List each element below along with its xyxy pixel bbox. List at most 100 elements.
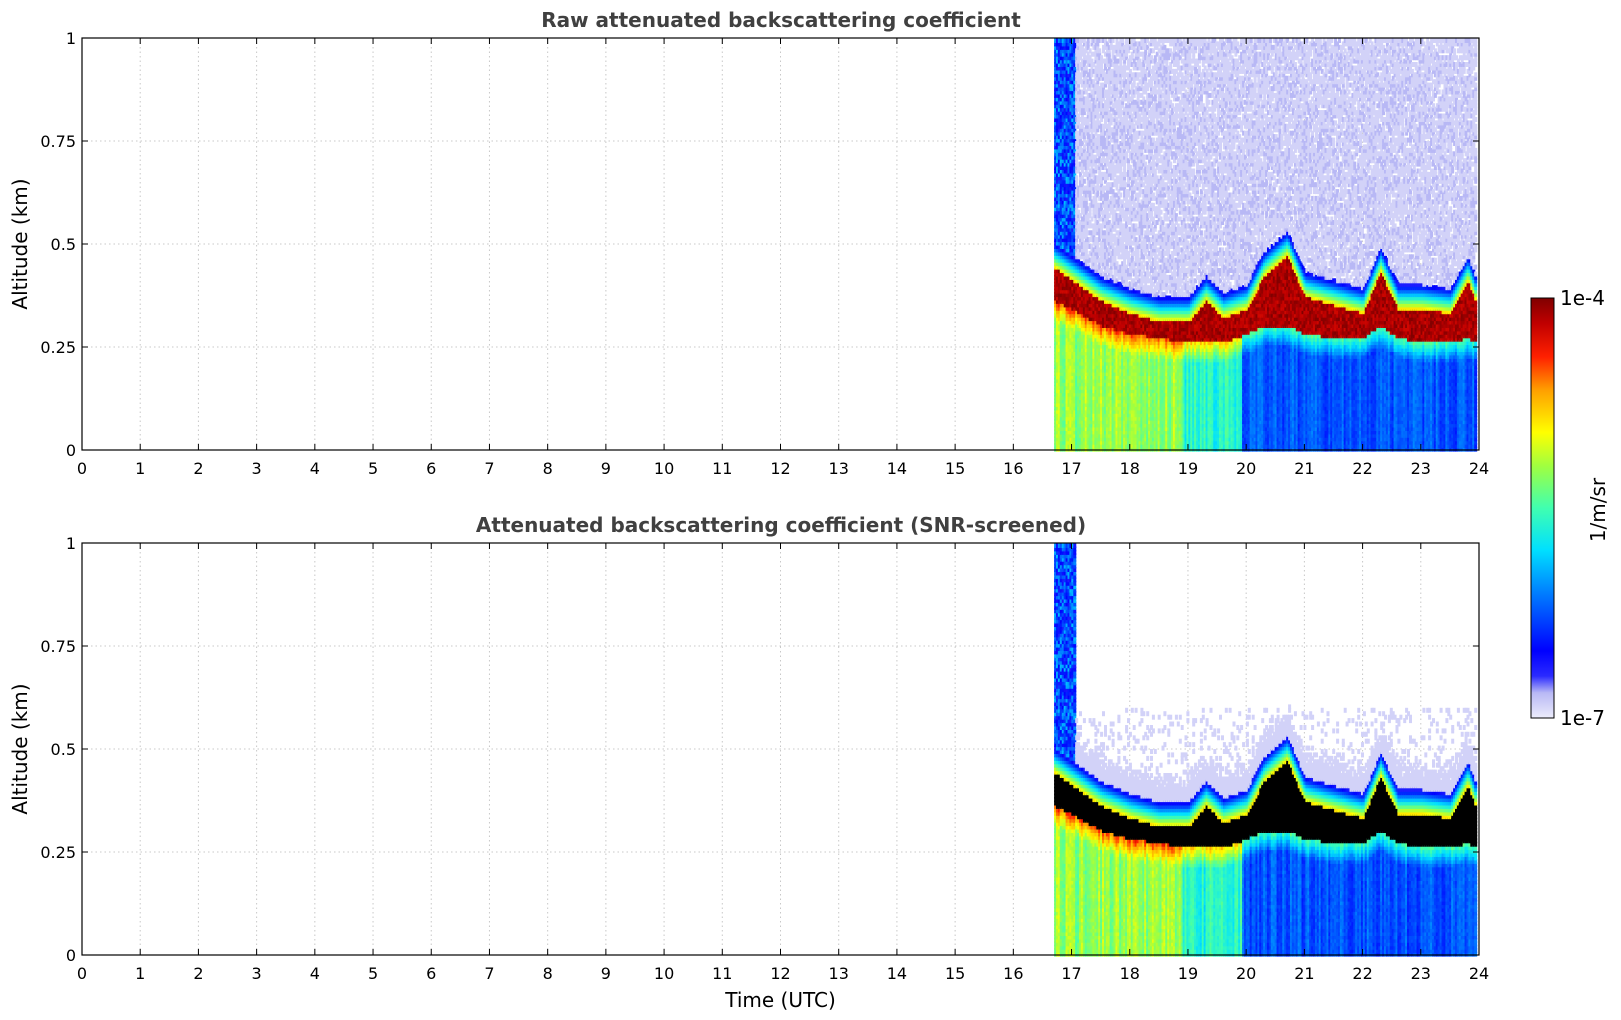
heatmap-cell [1071, 96, 1075, 102]
heatmap-cell [1063, 96, 1067, 102]
heatmap-cell [1082, 401, 1086, 407]
heatmap-cell [1077, 292, 1081, 298]
heatmap-cell [1059, 178, 1063, 184]
heatmap-cell [1067, 439, 1071, 445]
heatmap-cell [1071, 298, 1075, 304]
heatmap-cell [1079, 443, 1082, 449]
heatmap-cell [1088, 347, 1092, 352]
heatmap-cell [1084, 326, 1088, 332]
heatmap-cell [1075, 436, 1079, 442]
heatmap-cell [1054, 127, 1058, 133]
heatmap-cell [1086, 144, 1090, 150]
heatmap-cell [1073, 41, 1077, 47]
heatmap-cell [1071, 288, 1075, 294]
heatmap-cell [1063, 261, 1067, 267]
heatmap-cell [1080, 340, 1084, 346]
heatmap-cell [1080, 130, 1084, 136]
heatmap-cell [1059, 175, 1063, 181]
heatmap-cell [1056, 171, 1059, 177]
heatmap-cell [1057, 244, 1061, 249]
heatmap-cell [1071, 79, 1075, 85]
heatmap-cell [1056, 110, 1059, 116]
heatmap-cell [1088, 82, 1092, 88]
heatmap-cell [1088, 439, 1092, 445]
heatmap-cell [1063, 377, 1067, 383]
heatmap-cell [1086, 429, 1090, 435]
heatmap-cell [1057, 398, 1061, 404]
heatmap-cell [1090, 250, 1094, 256]
heatmap-cell [1059, 233, 1063, 239]
heatmap-cell [1075, 391, 1079, 397]
heatmap-cell [1071, 305, 1075, 311]
heatmap-cell [1077, 199, 1081, 205]
heatmap-cell [1069, 44, 1073, 50]
heatmap-cell [1075, 202, 1079, 208]
heatmap-cell [1075, 412, 1079, 418]
heatmap-cell [1056, 220, 1059, 225]
heatmap-cell [1063, 257, 1067, 263]
heatmap-cell [1065, 436, 1069, 442]
heatmap-cell [1065, 144, 1069, 150]
heatmap-cell [1084, 285, 1088, 291]
heatmap-cell [1094, 415, 1098, 421]
heatmap-cell [1086, 329, 1090, 335]
heatmap-cell [1056, 398, 1059, 404]
heatmap-cell [1069, 48, 1073, 54]
heatmap-cell [1073, 147, 1077, 153]
heatmap-cell [1080, 371, 1084, 376]
heatmap-cell [1082, 62, 1086, 67]
heatmap-cell [1067, 401, 1071, 407]
heatmap-cell [1092, 237, 1096, 243]
heatmap-cell [1059, 391, 1063, 397]
heatmap-cell [1084, 405, 1088, 411]
heatmap-cell [1071, 195, 1075, 201]
heatmap-cell [1075, 55, 1079, 61]
heatmap-cell [1084, 58, 1088, 64]
heatmap-cell [1082, 292, 1086, 298]
raw-backscatter-panel: Raw attenuated backscattering coefficien… [8, 8, 1489, 478]
heatmap-cell [1063, 189, 1067, 195]
heatmap-cell [1063, 412, 1067, 418]
heatmap-cell [1082, 439, 1086, 445]
heatmap-cell [1057, 99, 1061, 105]
heatmap-cell [1067, 189, 1071, 195]
heatmap-cell [1054, 254, 1058, 260]
heatmap-cell [1084, 408, 1088, 414]
heatmap-cell [1059, 55, 1063, 61]
heatmap-cell [1086, 285, 1090, 291]
heatmap-cell [1071, 223, 1075, 229]
heatmap-cell [1069, 360, 1073, 366]
heatmap-cell [1075, 405, 1079, 411]
heatmap-cell [1082, 171, 1086, 177]
heatmap-cell [1057, 154, 1061, 160]
heatmap-cell [1075, 240, 1079, 246]
heatmap-cell [1079, 395, 1082, 401]
heatmap-cell [1084, 233, 1088, 239]
heatmap-cell [1061, 250, 1065, 256]
heatmap-cell [1080, 82, 1084, 88]
heatmap-cell [1084, 216, 1088, 222]
heatmap-cell [1080, 178, 1084, 184]
heatmap-cell [1057, 82, 1061, 88]
heatmap-cell [1061, 419, 1065, 425]
heatmap-cell [1057, 113, 1061, 119]
heatmap-cell [1071, 261, 1075, 267]
heatmap-cell [1069, 213, 1073, 219]
heatmap-cell [1084, 298, 1088, 304]
heatmap-cell [1084, 41, 1088, 47]
heatmap-cell [1075, 168, 1079, 174]
heatmap-cell [1084, 415, 1088, 421]
heatmap-cell [1094, 120, 1098, 126]
heatmap-cell [1077, 350, 1081, 356]
heatmap-cell [1061, 213, 1065, 219]
heatmap-cell [1057, 247, 1061, 253]
heatmap-cell [1096, 55, 1100, 61]
heatmap-cell [1077, 422, 1081, 428]
heatmap-cell [1092, 432, 1096, 438]
heatmap-cell [1059, 161, 1063, 167]
heatmap-cell [1071, 281, 1075, 287]
heatmap-cell [1071, 137, 1075, 143]
heatmap-cell [1061, 144, 1065, 150]
heatmap-cell [1069, 65, 1073, 71]
heatmap-cell [1071, 199, 1075, 205]
